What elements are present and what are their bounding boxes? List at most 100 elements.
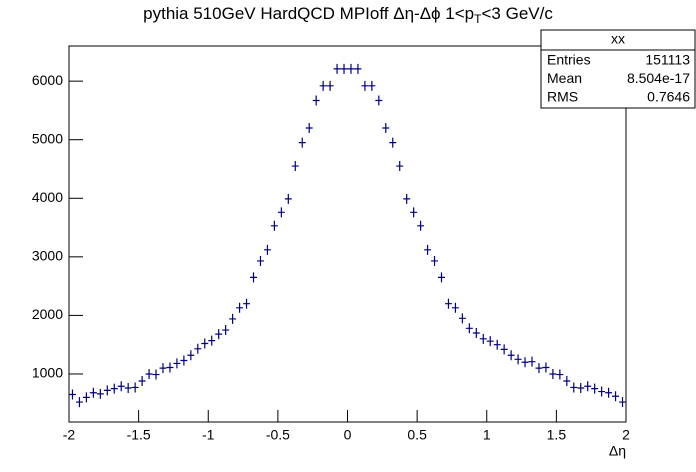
- data-point: [486, 336, 494, 347]
- data-point: [145, 368, 153, 379]
- data-point: [312, 95, 320, 106]
- y-tick-label: 4000: [32, 189, 63, 205]
- data-point: [389, 137, 397, 148]
- data-point: [563, 376, 571, 387]
- x-tick-label: 2: [622, 427, 630, 443]
- data-point: [222, 325, 230, 336]
- data-point: [243, 298, 251, 309]
- x-tick-label: 1.5: [547, 427, 567, 443]
- stats-box: xx: [540, 29, 696, 109]
- data-point: [250, 272, 257, 283]
- data-point: [236, 302, 244, 313]
- data-point: [438, 272, 445, 283]
- data-point: [298, 137, 306, 148]
- data-point: [570, 382, 578, 393]
- data-point: [187, 350, 195, 361]
- data-point: [75, 397, 83, 408]
- data-point: [208, 335, 216, 346]
- data-point: [229, 313, 237, 324]
- data-point: [173, 358, 181, 369]
- data-point: [333, 63, 341, 74]
- data-point: [340, 63, 348, 74]
- x-tick-label: 0.5: [407, 427, 427, 443]
- data-point: [444, 298, 452, 309]
- data-point: [619, 397, 626, 408]
- y-tick-label: 3000: [32, 248, 63, 264]
- stats-value: 8.504e-17: [627, 70, 690, 86]
- stats-value: 151113: [645, 52, 690, 68]
- data-point: [424, 244, 432, 255]
- data-point: [410, 207, 418, 218]
- x-tick-label: -0.5: [266, 427, 290, 443]
- data-point: [69, 389, 76, 400]
- stats-label: Entries: [547, 52, 591, 68]
- data-point: [180, 355, 188, 366]
- stats-value: 0.7646: [647, 89, 690, 105]
- data-point: [103, 385, 111, 396]
- data-point: [403, 193, 411, 204]
- data-point: [291, 161, 299, 172]
- data-point: [201, 338, 209, 349]
- data-point: [598, 386, 606, 397]
- data-point: [535, 363, 543, 374]
- data-point: [319, 80, 327, 91]
- x-tick-label: -1: [202, 427, 215, 443]
- data-point: [361, 80, 369, 91]
- data-point: [166, 362, 174, 373]
- data-point: [159, 363, 167, 374]
- y-tick-label: 5000: [32, 130, 63, 146]
- data-point: [368, 80, 376, 91]
- data-point: [451, 302, 459, 313]
- data-point: [194, 343, 202, 354]
- data-point: [528, 356, 536, 367]
- data-point: [375, 95, 383, 106]
- data-point: [277, 207, 285, 218]
- title-part: pythia 510GeV HardQCD MPIoff Δη-Δϕ 1<p: [143, 4, 474, 23]
- y-tick-label: 2000: [32, 306, 63, 322]
- x-tick-label: -2: [63, 427, 76, 443]
- data-point: [591, 383, 599, 394]
- data-point: [500, 344, 508, 355]
- data-point: [131, 382, 139, 393]
- data-point: [431, 255, 439, 266]
- data-point: [82, 392, 90, 403]
- x-tick-label: -1.5: [127, 427, 151, 443]
- data-point: [382, 122, 390, 133]
- chart-title: pythia 510GeV HardQCD MPIoff Δη-Δϕ 1<pT<…: [143, 4, 553, 26]
- data-point: [354, 63, 362, 74]
- stats-frame: [540, 29, 696, 109]
- x-tick-label: 0: [344, 427, 352, 443]
- data-point: [326, 80, 334, 91]
- data-point: [584, 381, 592, 392]
- y-tick-label: 1000: [32, 365, 63, 381]
- stats-label: RMS: [547, 89, 578, 105]
- data-point: [417, 220, 425, 231]
- data-point: [270, 220, 278, 231]
- data-point: [256, 255, 264, 266]
- data-point: [138, 376, 146, 387]
- data-point: [284, 193, 292, 204]
- data-point: [124, 383, 132, 394]
- stats-label: Mean: [547, 70, 582, 86]
- data-point: [263, 244, 271, 255]
- data-point: [96, 388, 104, 399]
- data-point: [472, 327, 480, 338]
- data-point: [117, 381, 125, 392]
- data-point: [465, 323, 473, 334]
- title-part: <3 GeV/c: [481, 4, 553, 23]
- data-point: [514, 354, 522, 365]
- data-point: [521, 357, 529, 368]
- data-point: [556, 369, 564, 380]
- data-point: [605, 387, 613, 398]
- data-point: [152, 369, 160, 380]
- y-tick-label: 6000: [32, 72, 63, 88]
- title-subscript: T: [474, 12, 482, 26]
- data-point: [542, 362, 550, 373]
- stats-title: xx: [611, 31, 625, 47]
- data-point: [396, 161, 404, 172]
- data-point: [458, 313, 466, 324]
- data-point: [110, 383, 118, 394]
- data-point: [507, 350, 515, 361]
- data-point: [89, 387, 97, 398]
